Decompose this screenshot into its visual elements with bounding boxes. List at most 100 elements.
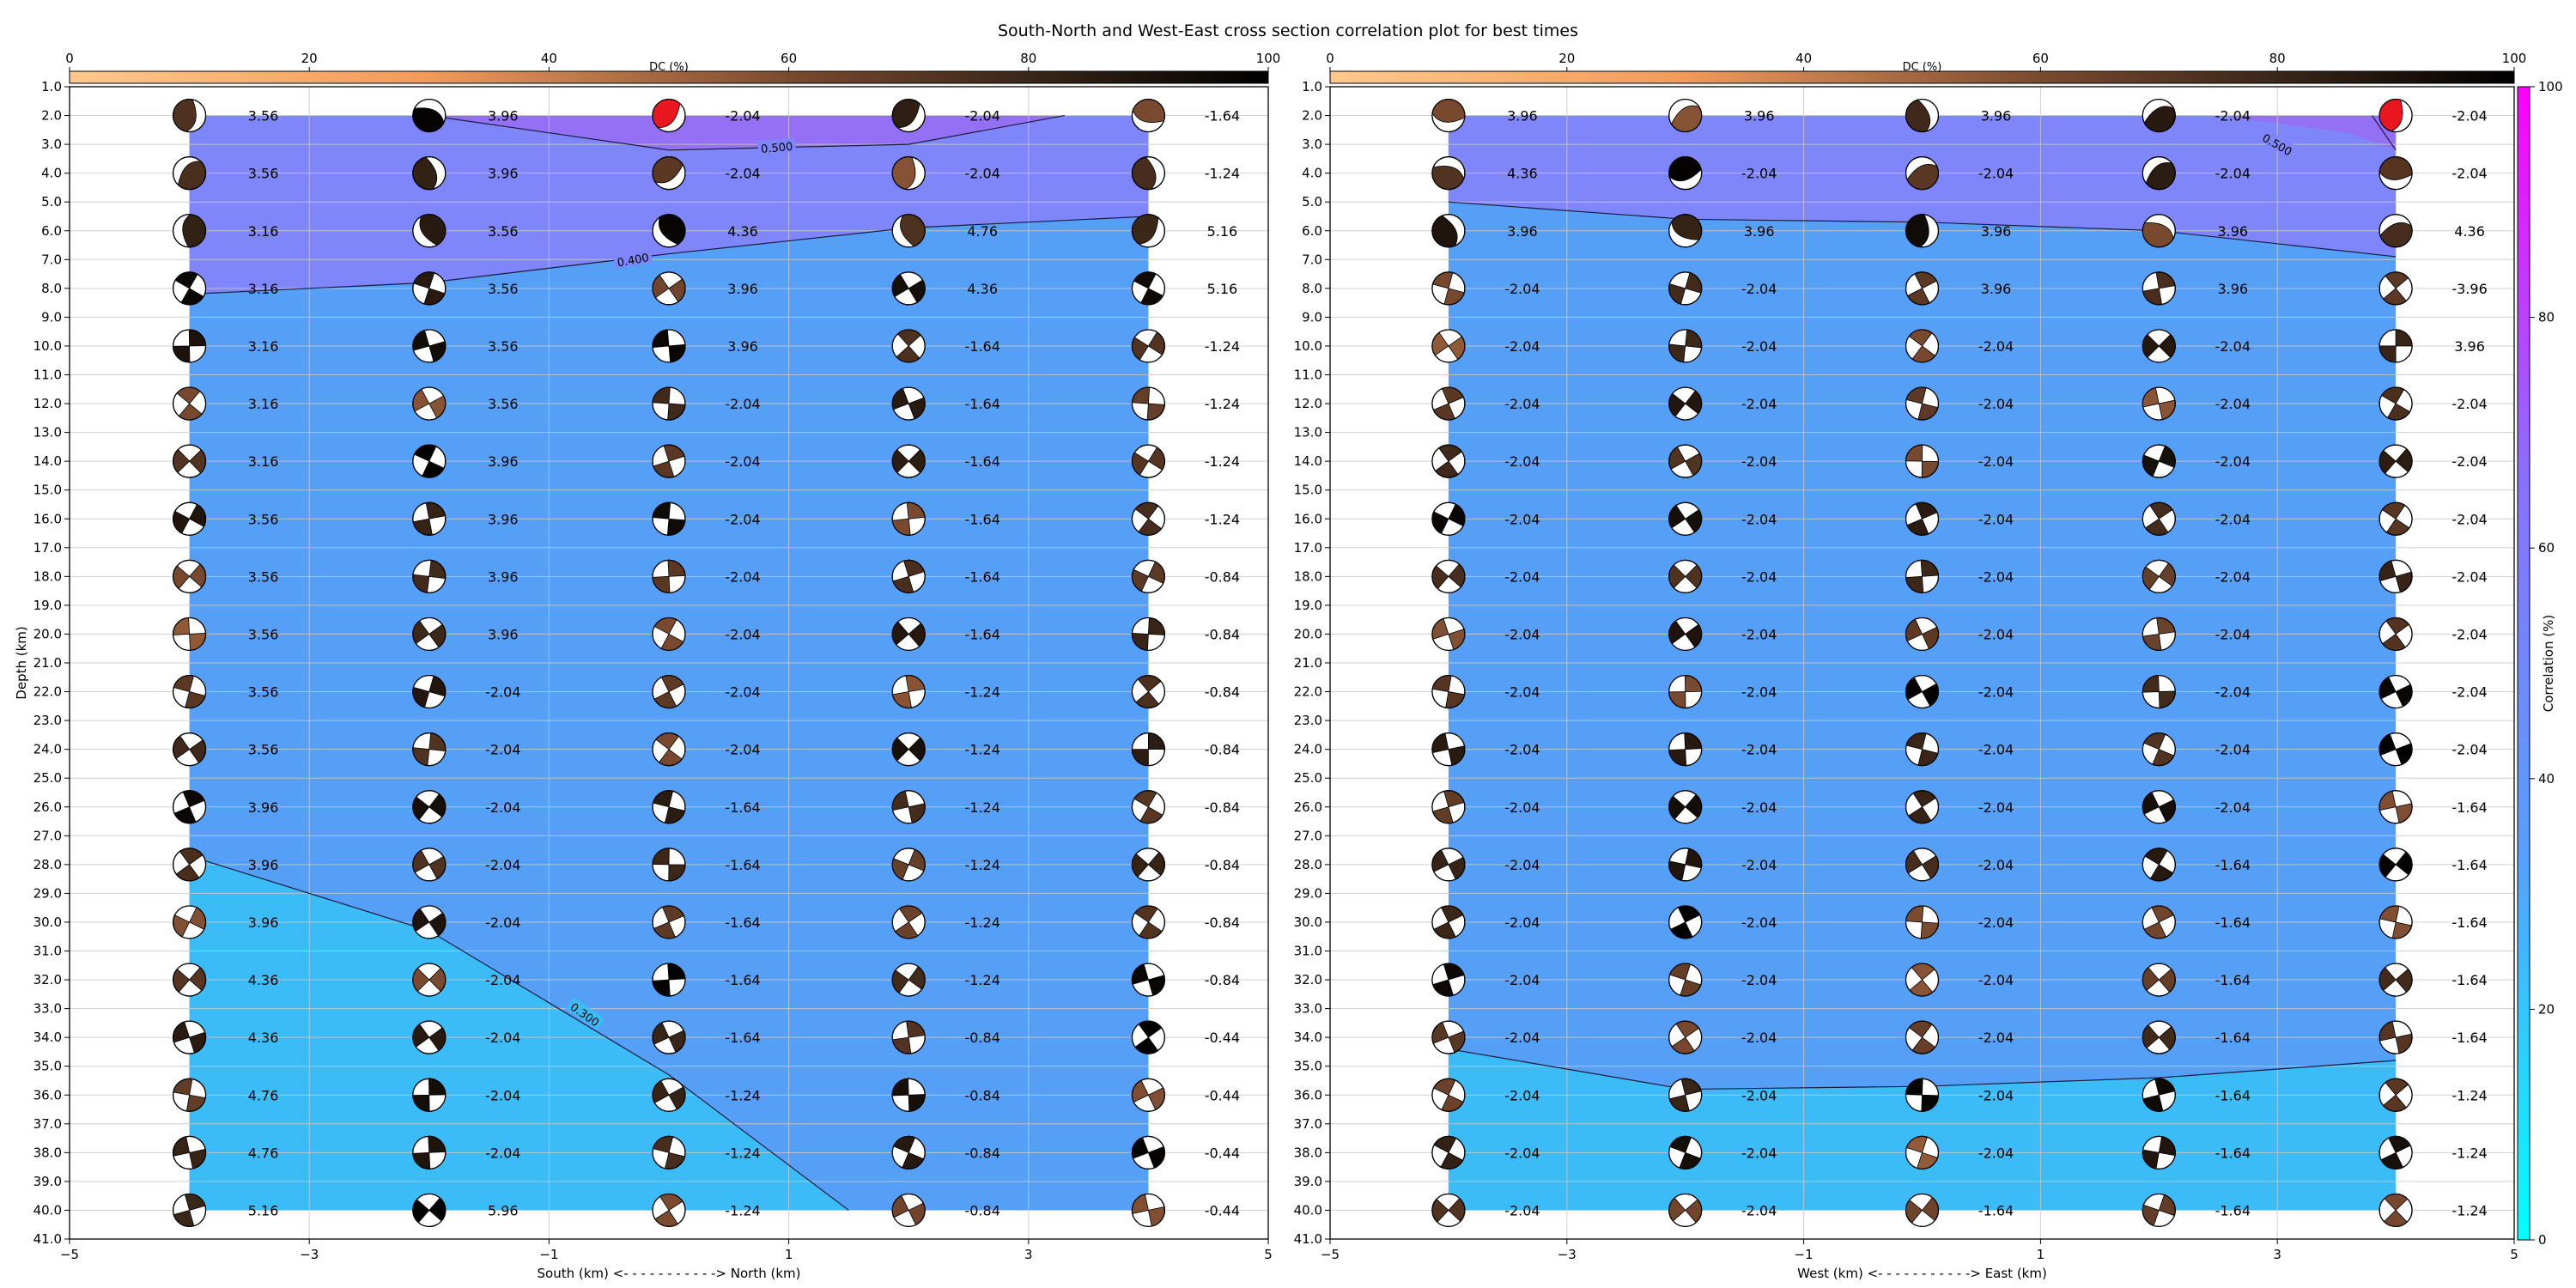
- time-label: 3.96: [248, 914, 279, 931]
- beachball: [2142, 790, 2176, 824]
- y-tick-label: 19.0: [1294, 598, 1322, 613]
- time-label: -1.64: [2451, 1030, 2487, 1046]
- beachball-outline: [412, 617, 447, 652]
- beachball: [2379, 674, 2413, 709]
- contour-line: [189, 216, 1149, 295]
- y-tick-label: 41.0: [1294, 1231, 1322, 1247]
- beachball-outline: [1131, 271, 1166, 306]
- correlation-band-top: [189, 115, 1065, 150]
- beachball-outline: [2142, 905, 2176, 939]
- y-tick-label: 22.0: [1294, 684, 1322, 700]
- beachball-outline: [1431, 444, 1466, 478]
- y-tick-label: 25.0: [1294, 770, 1322, 786]
- beachball-outline: [2379, 559, 2413, 593]
- beachball-outline: [1668, 1135, 1703, 1170]
- time-label: -2.04: [2451, 453, 2487, 470]
- beachball-outline: [2142, 617, 2176, 652]
- beachball-outline: [412, 329, 447, 363]
- y-tick-label: 3.0: [1302, 137, 1322, 152]
- time-label: 3.56: [488, 223, 519, 240]
- beachball-outline: [1905, 559, 1940, 593]
- beachball-outline: [891, 214, 926, 248]
- beachball-outline: [1668, 156, 1703, 191]
- y-tick-label: 16.0: [1294, 511, 1322, 526]
- time-label: -1.24: [964, 857, 999, 873]
- beachball: [891, 963, 926, 997]
- y-tick-label: 37.0: [1294, 1116, 1322, 1132]
- beachball-outline: [2142, 963, 2176, 997]
- beachball-outline: [1668, 329, 1703, 363]
- beachball: [412, 386, 447, 421]
- y-tick-label: 24.0: [33, 742, 62, 757]
- beachball-outline: [891, 1020, 926, 1054]
- beachball: [891, 559, 926, 593]
- time-label: -2.04: [725, 166, 760, 182]
- time-label: 3.96: [488, 626, 519, 642]
- beachball-outline: [173, 271, 207, 306]
- beachball: [1131, 329, 1166, 363]
- beachball-outline: [1668, 1020, 1703, 1054]
- beachball-outline: [1131, 98, 1166, 133]
- time-label: 4.36: [248, 1030, 279, 1046]
- dc-colorbar-tick-label: 60: [781, 51, 797, 66]
- beachball-outline: [652, 1135, 686, 1170]
- time-label: -2.04: [725, 108, 760, 125]
- beachball: [2142, 1020, 2176, 1054]
- beachball: [1131, 559, 1166, 593]
- beachball: [173, 1078, 207, 1112]
- correlation-colorbar-tick-label: 0: [2538, 1232, 2547, 1248]
- beachball: [652, 790, 686, 824]
- time-label: -2.04: [725, 626, 760, 642]
- time-label: -2.04: [2451, 742, 2487, 758]
- beachball: [1905, 329, 1940, 363]
- beachball: [1431, 329, 1466, 363]
- x-axis-label: South (km) <- - - - - - - - - - -> North…: [538, 1266, 801, 1281]
- beachball: [1131, 271, 1166, 306]
- beachball-outline: [412, 848, 447, 882]
- beachball-outline: [652, 848, 686, 882]
- beachball-outline: [1905, 732, 1940, 767]
- time-label: -0.84: [1205, 914, 1240, 931]
- beachball-outline: [1431, 156, 1466, 191]
- y-tick-label: 32.0: [33, 972, 62, 987]
- beachball: [2142, 617, 2176, 652]
- beachball-outline: [652, 559, 686, 593]
- beachball-outline: [412, 501, 447, 536]
- beachball: [173, 501, 207, 536]
- time-label: 3.96: [248, 799, 279, 816]
- beachball-outline: [891, 559, 926, 593]
- y-tick-label: 7.0: [1302, 252, 1322, 267]
- beachball: [1905, 732, 1940, 767]
- beachball-outline: [2142, 501, 2176, 536]
- beachball-outline: [2379, 214, 2413, 248]
- contour-label: 0.500: [761, 141, 793, 156]
- beachball-outline: [412, 674, 447, 709]
- time-label: -2.04: [1504, 684, 1540, 701]
- time-label: 3.96: [727, 281, 758, 297]
- time-label: -2.04: [964, 166, 999, 182]
- y-tick-label: 10.0: [33, 338, 62, 354]
- beachball-outline: [1905, 1078, 1940, 1112]
- beachball: [412, 617, 447, 652]
- beachball: [1668, 214, 1703, 248]
- beachball-outline: [2379, 1078, 2413, 1112]
- time-label: -2.04: [1504, 742, 1540, 758]
- beachball-outline: [412, 963, 447, 997]
- beachball-outline: [1131, 1020, 1166, 1054]
- beachball: [1131, 1193, 1166, 1228]
- time-label: -1.64: [964, 338, 999, 355]
- beachball-outline: [891, 732, 926, 767]
- beachball-outline: [891, 848, 926, 882]
- y-tick-label: 1.0: [41, 79, 62, 94]
- time-label: -2.04: [725, 396, 760, 412]
- beachball: [2379, 559, 2413, 593]
- beachball: [2379, 1020, 2413, 1054]
- time-label: -2.04: [2215, 338, 2251, 355]
- beachball: [173, 732, 207, 767]
- time-label: -2.04: [2215, 742, 2251, 758]
- beachball: [1668, 1020, 1703, 1054]
- time-label: -2.04: [1741, 972, 1777, 988]
- beachball: [173, 214, 207, 248]
- beachball-outline: [1905, 214, 1940, 248]
- y-tick-label: 5.0: [1302, 194, 1322, 210]
